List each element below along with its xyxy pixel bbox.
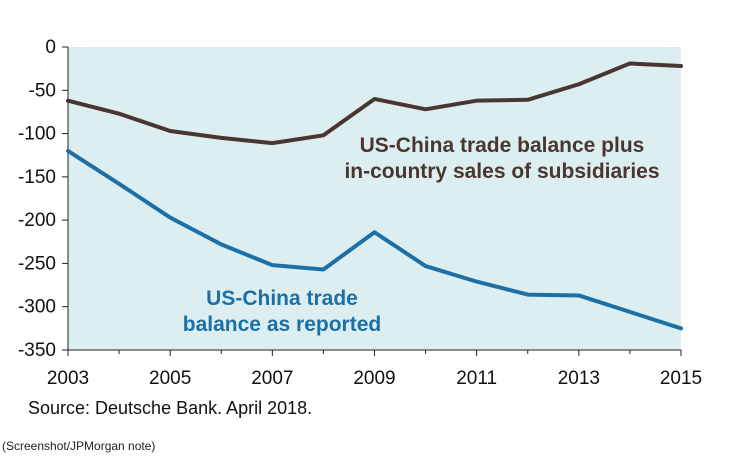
source-note: Source: Deutsche Bank. April 2018.: [28, 398, 313, 418]
series-label-1: balance as reported: [183, 313, 381, 336]
y-tick-label: -350: [18, 340, 56, 361]
series-label-1: US-China trade: [206, 287, 358, 310]
axes: [62, 46, 682, 356]
x-tick-label: 2007: [251, 368, 293, 389]
series-lines: [66, 61, 683, 331]
x-tick-label: 2009: [353, 368, 395, 389]
series-label-0: US-China trade balance plus: [360, 134, 645, 157]
line-chart: 0 -50 -100 -150 -200 -250 -300 -350 2003 2005 2007…: [18, 37, 702, 389]
x-tick-label: 2005: [149, 368, 191, 389]
y-tick-label: 0: [45, 37, 56, 58]
y-tick-label: -200: [18, 210, 56, 231]
x-tick-label: 2015: [660, 368, 702, 389]
image-credit: (Screenshot/JPMorgan note): [2, 439, 156, 453]
y-tick-label: -50: [29, 80, 56, 101]
y-tick-label: -150: [18, 167, 56, 188]
y-tick-label: -300: [18, 297, 56, 318]
x-tick-label: 2013: [558, 368, 600, 389]
y-tick-label: -100: [18, 124, 56, 145]
x-tick-label: 2003: [47, 368, 89, 389]
tick-labels: 0 -50 -100 -150 -200 -250 -300 -350 2003 2005 2007…: [18, 37, 702, 389]
plot-area: [68, 47, 681, 350]
series-annotations: US-China trade balance plus in-country sa…: [183, 134, 660, 336]
series-label-0: in-country sales of subsidiaries: [344, 160, 659, 183]
y-tick-label: -250: [18, 253, 56, 274]
x-tick-label: 2011: [456, 368, 497, 389]
